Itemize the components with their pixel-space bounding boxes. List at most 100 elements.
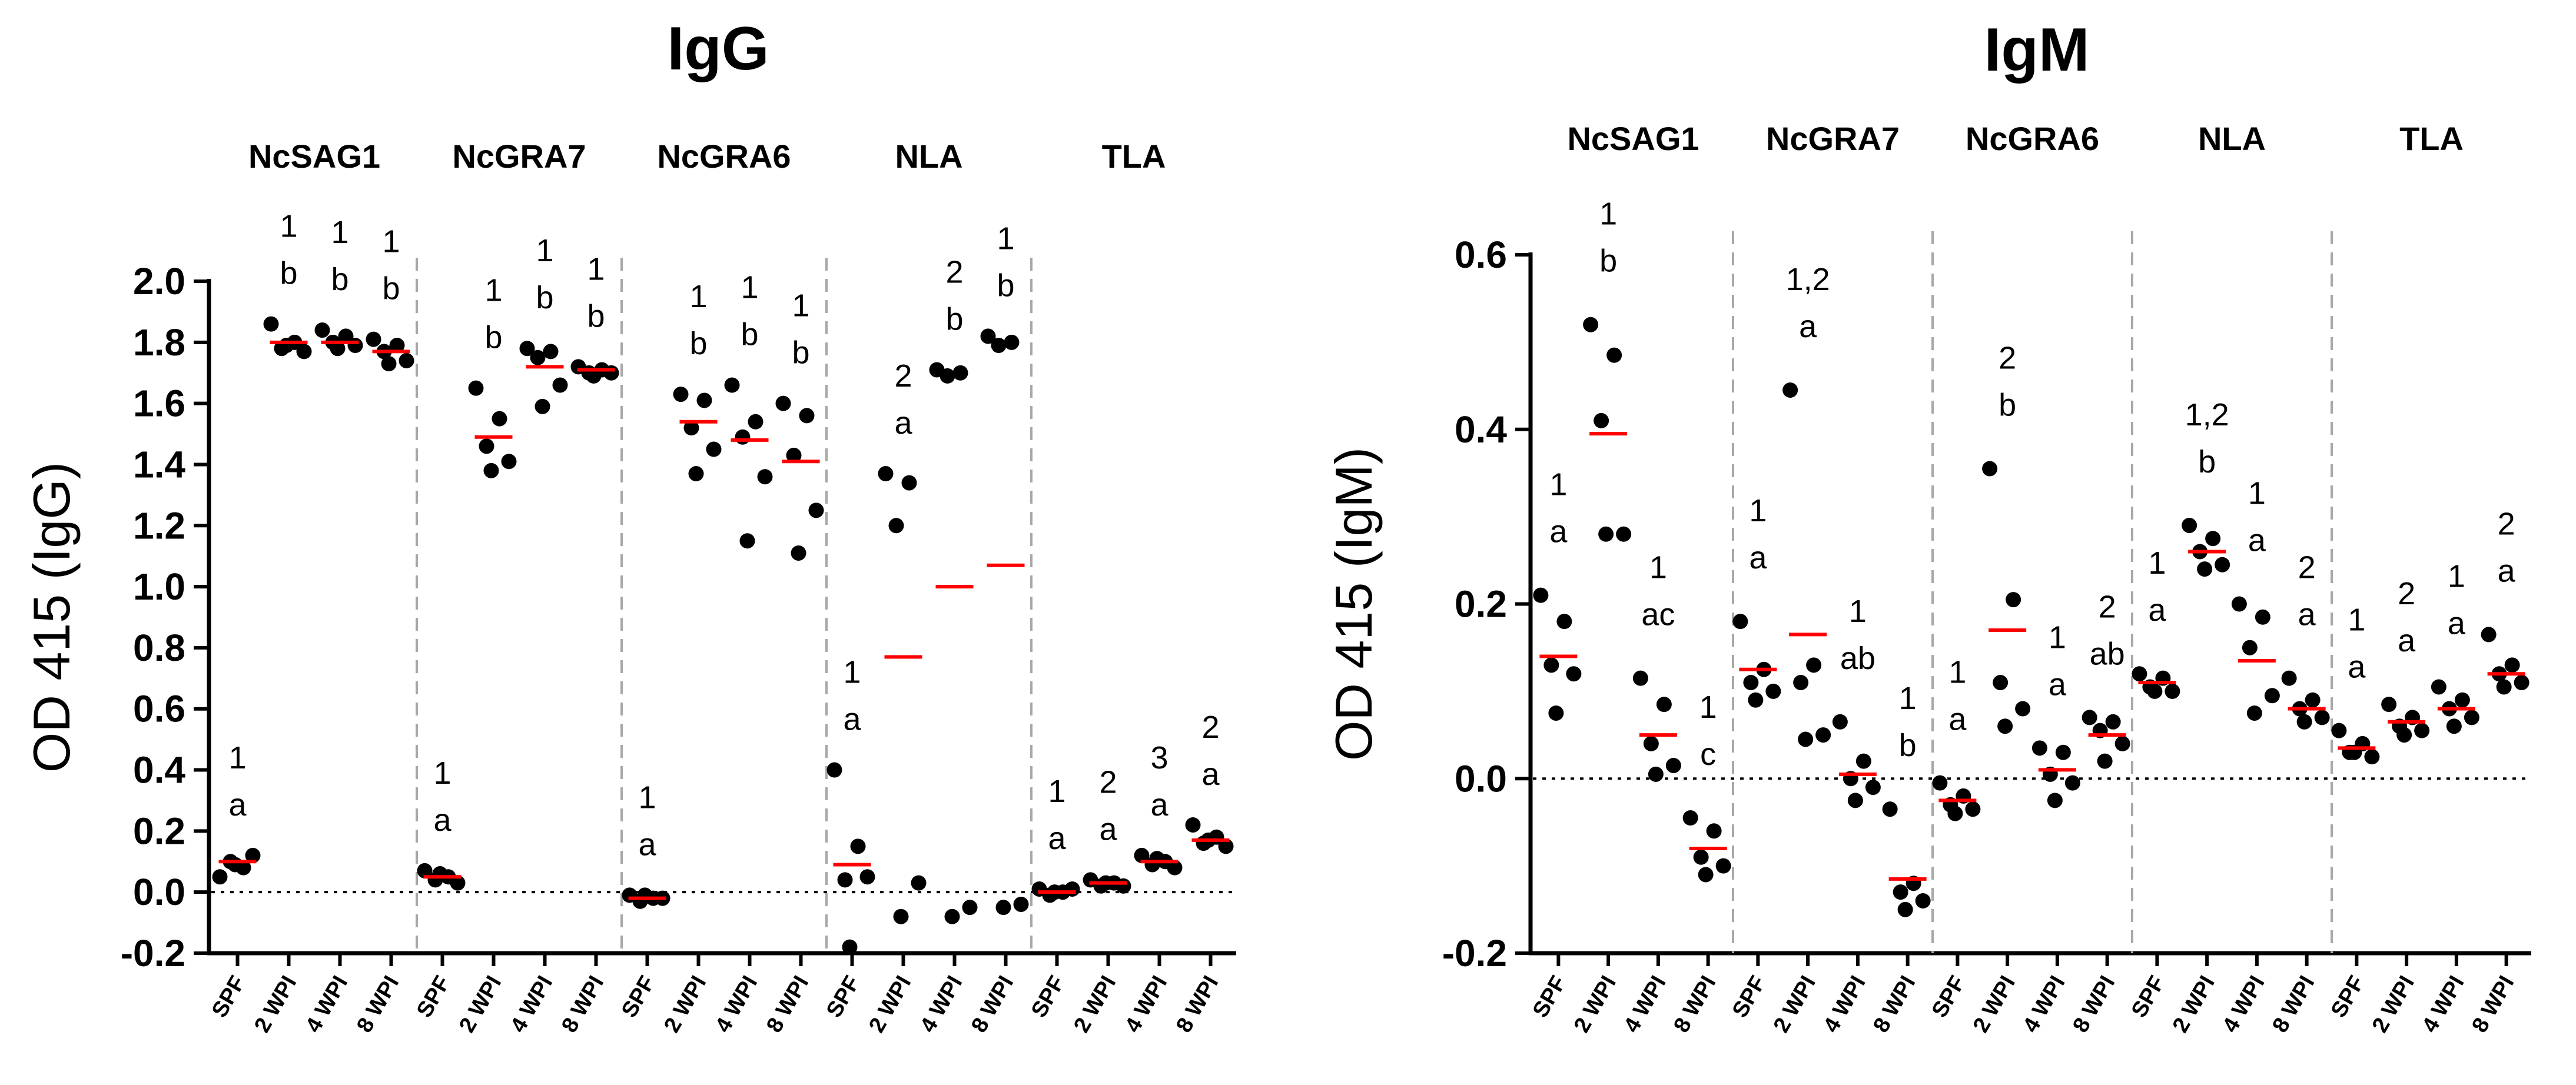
x-tick-label: SPF: [1528, 972, 1571, 1022]
igg-panel: IgG OD 415 (IgG) -0.2 0.0 0.2 0.4 0.6 0.8 1.0 1.2…: [22, 15, 1236, 1037]
group-label: NLA: [2198, 120, 2266, 157]
data-point: [2055, 744, 2071, 760]
data-point: [1583, 317, 1599, 332]
data-point: [1598, 526, 1614, 542]
annotation-number: 2: [2099, 589, 2116, 624]
x-tick-label: 2 WPI: [2368, 972, 2419, 1037]
data-point: [980, 328, 996, 344]
annotation-letter: b: [945, 302, 963, 337]
data-point: [735, 429, 751, 445]
annotation-number: 1: [484, 273, 502, 308]
data-point: [1982, 461, 1998, 477]
y-axis-label: OD 415 (IgM): [1324, 447, 1383, 761]
y-tick-label: -0.2: [121, 932, 185, 974]
x-tick-label: 4 WPI: [2019, 972, 2070, 1037]
x-tick-label: SPF: [822, 972, 865, 1022]
x-tick-label: 8 WPI: [1669, 972, 1721, 1037]
data-point: [1847, 793, 1863, 808]
data-point: [2105, 714, 2121, 730]
annotation-letter: a: [2049, 667, 2067, 702]
x-tick-label: SPF: [1927, 972, 1970, 1022]
group-label: NLA: [895, 138, 962, 175]
data-point: [911, 875, 927, 891]
data-point: [944, 908, 960, 924]
y-tick-label: 1.2: [133, 504, 185, 547]
annotation-number: 1: [1849, 594, 1867, 629]
data-point: [2064, 775, 2080, 791]
data-point: [952, 365, 968, 381]
x-tick-label: 4 WPI: [1819, 972, 1871, 1037]
data-point: [850, 838, 866, 854]
x-tick-label: 8 WPI: [557, 972, 609, 1037]
data-point: [586, 368, 602, 384]
x-tick-label: 8 WPI: [2068, 972, 2120, 1037]
annotation-number: 1,2: [2185, 397, 2229, 432]
x-tick-label: 4 WPI: [1120, 972, 1172, 1037]
annotation-letter: b: [1999, 388, 2016, 423]
data-point: [683, 420, 699, 436]
annotation-letter: a: [2348, 650, 2366, 685]
data-point: [338, 328, 354, 344]
data-point: [2464, 710, 2479, 725]
data-point: [535, 398, 550, 414]
annotation-number: 2: [2298, 550, 2316, 585]
data-point: [245, 847, 261, 863]
annotation-number: 1: [1649, 550, 1667, 585]
annotation-number: 2: [1099, 764, 1117, 800]
data-point: [2305, 692, 2321, 708]
group-label: NcSAG1: [248, 138, 380, 175]
data-point: [2197, 561, 2213, 577]
data-point: [724, 377, 740, 393]
data-point: [878, 466, 894, 482]
data-point: [1556, 614, 1572, 630]
data-point: [2165, 683, 2180, 699]
chart-title: IgG: [667, 15, 769, 83]
x-tick-label: 8 WPI: [2268, 972, 2319, 1037]
annotation-letter: b: [997, 268, 1014, 303]
annotation-number: 2: [1201, 710, 1219, 745]
x-tick-label: 4 WPI: [915, 972, 967, 1037]
x-tick-label: 8 WPI: [762, 972, 814, 1037]
data-point: [995, 900, 1011, 916]
annotation-letter: a: [1048, 821, 1066, 856]
data-point: [1815, 727, 1831, 743]
data-point: [1064, 881, 1080, 897]
y-tick-label: 2.0: [133, 260, 185, 302]
x-tick-label: 4 WPI: [2418, 972, 2469, 1037]
y-tick-label: 0.4: [1455, 408, 1507, 451]
annotation-number: 1: [1599, 197, 1617, 232]
data-point: [543, 344, 559, 360]
data-point: [799, 408, 815, 424]
data-point: [2264, 688, 2280, 704]
data-point: [775, 395, 791, 411]
annotation-letter: a: [1948, 702, 1967, 737]
annotation-letter: a: [2398, 623, 2416, 658]
data-point: [688, 466, 704, 482]
annotation-number: 1: [2248, 476, 2266, 511]
data-point: [278, 338, 294, 354]
data-point: [1748, 692, 1764, 708]
x-tick-label: 2 WPI: [659, 972, 711, 1037]
data-point: [330, 341, 346, 357]
annotation-number: 1: [1699, 690, 1717, 725]
x-tick-label: SPF: [1027, 972, 1070, 1022]
data-point: [2015, 701, 2031, 717]
data-point: [1997, 718, 2013, 734]
annotation-letter: a: [1150, 787, 1169, 823]
data-point: [1715, 858, 1731, 874]
data-point: [1606, 347, 1622, 363]
x-tick-label: 2 WPI: [1069, 972, 1121, 1037]
annotation-number: 1: [1048, 774, 1065, 809]
data-point: [1594, 412, 1609, 428]
annotation-letter: c: [1700, 737, 1716, 772]
group-label: TLA: [1102, 138, 1166, 175]
annotation-letter: a: [2498, 553, 2516, 588]
data-point: [2097, 753, 2113, 769]
data-point: [673, 387, 689, 402]
annotation-number: 2: [894, 358, 912, 394]
data-point: [347, 338, 363, 354]
x-tick-label: SPF: [2127, 972, 2170, 1022]
data-point: [1013, 896, 1029, 912]
annotation-number: 2: [945, 255, 963, 290]
data-point: [859, 869, 875, 885]
